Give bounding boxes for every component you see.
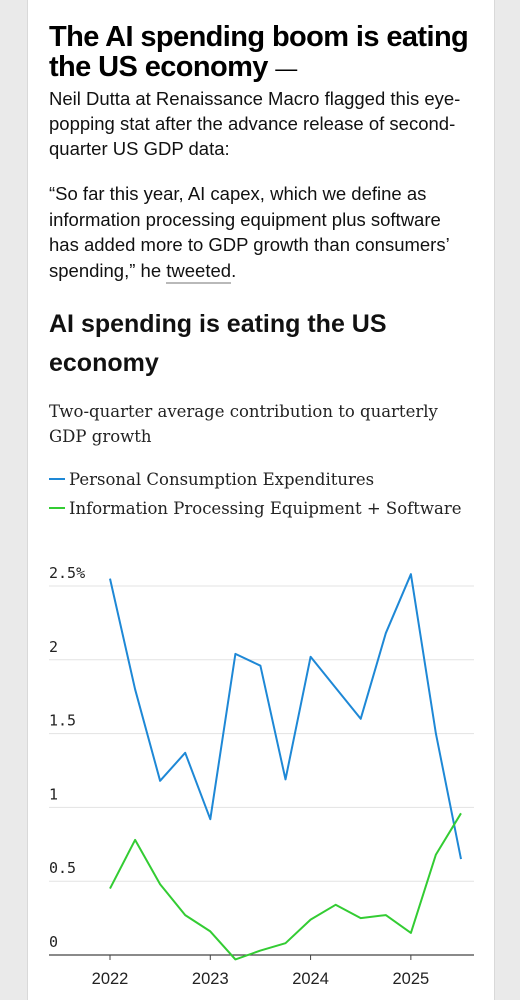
quote-paragraph: “So far this year, AI capex, which we de…: [49, 181, 474, 284]
legend-swatch-ipe: [49, 506, 65, 509]
y-tick-label-3: 1.5: [49, 712, 76, 730]
chart-title: AI spending is eating the US economy: [49, 310, 387, 377]
headline-dash: —: [275, 56, 298, 81]
x-tick-label-0: 2022: [92, 970, 129, 988]
line-chart: 0 0.5 1 1.5 2 2.5% 2022 2023 2024 2025: [49, 564, 474, 988]
legend-swatch-pce: [49, 477, 65, 480]
quote-text: “So far this year, AI capex, which we de…: [49, 183, 450, 281]
article-card: The AI spending boom is eating the US ec…: [27, 0, 495, 1000]
y-tick-label-1: 0.5: [49, 859, 76, 877]
legend-label-pce: Personal Consumption Expenditures: [69, 470, 375, 489]
headline: The AI spending boom is eating the US ec…: [49, 22, 474, 84]
series-line-0: [109, 573, 462, 860]
y-tick-label-0: 0: [49, 933, 58, 951]
x-tick-label-3: 2025: [392, 970, 429, 988]
quote-end: .: [231, 259, 237, 281]
tweeted-link[interactable]: tweeted: [166, 259, 232, 284]
y-tick-label-5: 2.5%: [49, 564, 85, 582]
chart-legend: Personal Consumption Expenditures Inform…: [49, 465, 474, 523]
series-line-1: [109, 812, 462, 961]
intro-paragraph: Neil Dutta at Renaissance Macro flagged …: [49, 88, 461, 159]
y-tick-label-2: 1: [49, 785, 58, 803]
x-tick-label-2: 2024: [292, 970, 329, 988]
article-content: The AI spending boom is eating the US ec…: [49, 22, 474, 523]
y-tick-label-4: 2: [49, 638, 58, 656]
x-tick-label-1: 2023: [192, 970, 229, 988]
headline-text: The AI spending boom is eating the US ec…: [49, 21, 469, 83]
legend-item-ipe: Information Processing Equipment + Softw…: [49, 494, 474, 523]
legend-label-ipe: Information Processing Equipment + Softw…: [69, 499, 462, 518]
legend-item-pce: Personal Consumption Expenditures: [49, 465, 474, 494]
chart-subtitle: Two-quarter average contribution to quar…: [49, 402, 438, 446]
